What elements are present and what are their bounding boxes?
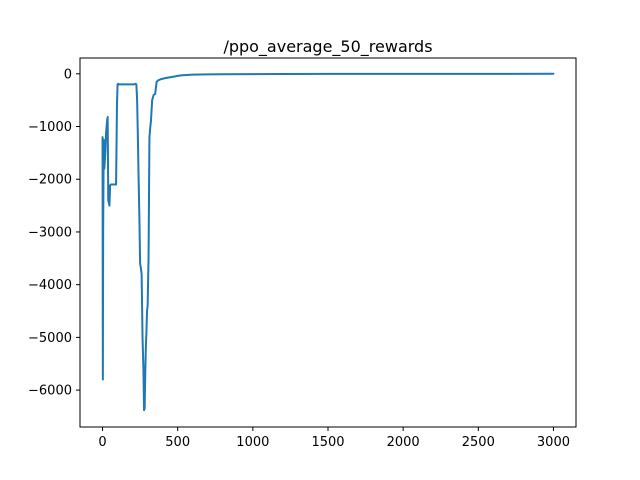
y-tick-label: 0 [64, 67, 72, 82]
plot-content [101, 72, 555, 412]
x-tick-label: 1000 [236, 435, 269, 450]
series-line-0 [101, 72, 555, 412]
x-tick-label: 0 [98, 435, 106, 450]
y-axis-ticks: 0 −1000 −2000 −3000 −4000 −5000 −6000 [28, 67, 80, 399]
y-tick-label: −6000 [28, 384, 72, 399]
x-tick-label: 500 [165, 435, 190, 450]
x-axis-ticks: 0 500 1000 1500 2000 2500 3000 [98, 427, 570, 450]
chart-title: /ppo_average_50_rewards [223, 37, 432, 57]
x-tick-label: 1500 [311, 435, 344, 450]
y-tick-label: −2000 [28, 173, 72, 188]
x-tick-label: 2500 [462, 435, 495, 450]
x-tick-label: 3000 [537, 435, 570, 450]
plot-frame [79, 57, 577, 428]
y-tick-label: −3000 [28, 225, 72, 240]
y-tick-label: −1000 [28, 120, 72, 135]
x-tick-label: 2000 [387, 435, 420, 450]
y-tick-label: −5000 [28, 331, 72, 346]
y-tick-label: −4000 [28, 278, 72, 293]
